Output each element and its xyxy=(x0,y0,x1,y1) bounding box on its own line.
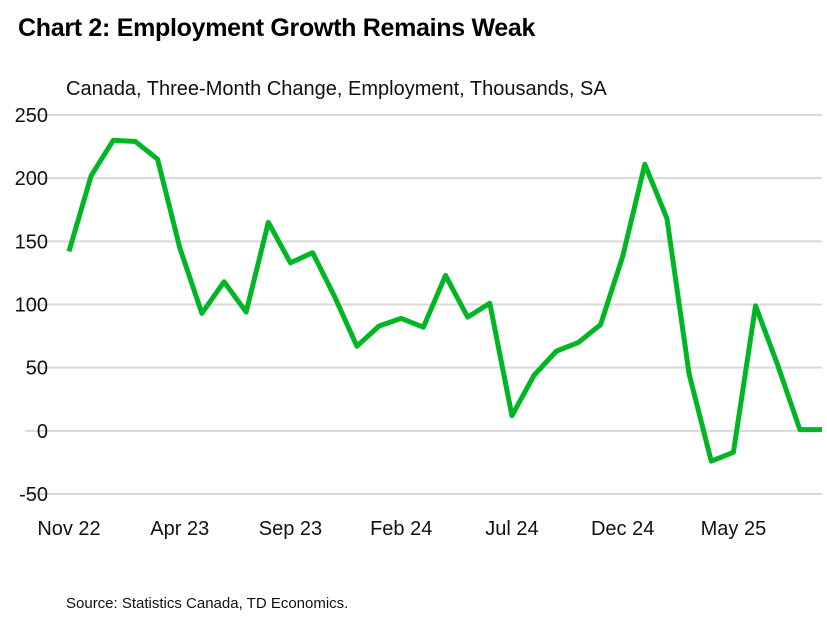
y-tick-label: 150 xyxy=(15,231,48,253)
y-tick-label: -50 xyxy=(19,484,48,506)
y-tick-label: 200 xyxy=(15,168,48,190)
y-tick-label: 250 xyxy=(15,105,48,127)
x-tick-label: Sep 23 xyxy=(259,518,322,540)
x-tick-label: Jul 24 xyxy=(485,518,538,540)
x-tick-label: Nov 22 xyxy=(37,518,100,540)
series-line xyxy=(66,137,822,464)
chart-subtitle: Canada, Three-Month Change, Employment, … xyxy=(66,78,607,100)
x-tick-label: Dec 24 xyxy=(591,518,654,540)
x-tick-label: Feb 24 xyxy=(370,518,432,540)
source-note: Source: Statistics Canada, TD Economics. xyxy=(66,595,349,612)
chart-title: Chart 2: Employment Growth Remains Weak xyxy=(18,14,536,42)
y-tick-label: 100 xyxy=(15,295,48,317)
y-tick-label: 50 xyxy=(26,358,48,380)
x-tick-label: May 25 xyxy=(701,518,767,540)
y-tick-label: 0 xyxy=(37,421,48,443)
x-tick-label: Apr 23 xyxy=(150,518,209,540)
